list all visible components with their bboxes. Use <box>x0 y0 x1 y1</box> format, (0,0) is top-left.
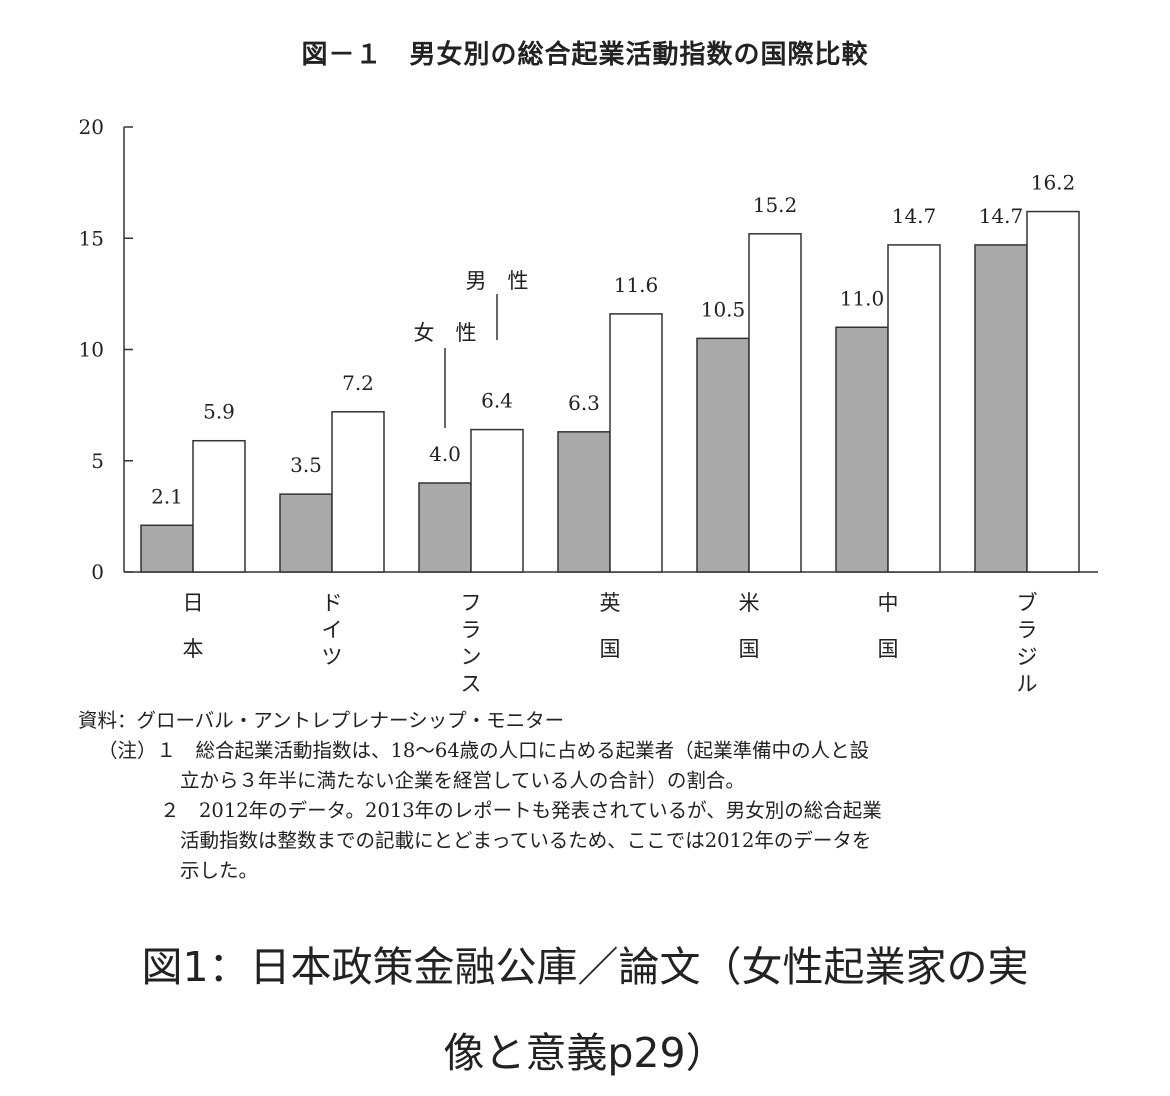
note-2-line-1: ２ 2012年のデータ。2013年のレポートも発表されているが、男女別の総合起業 <box>160 799 882 822</box>
x-category-label: 中 <box>878 591 899 615</box>
note-2-line-2: 活動指数は整数までの記載にとどまっているため、ここでは2012年のデータを <box>180 829 872 852</box>
bar-female <box>557 431 611 573</box>
value-label-male: 15.2 <box>753 193 798 217</box>
bar-female <box>835 326 889 573</box>
bar-female <box>418 482 472 573</box>
legend-label-male: 男 性 <box>466 269 529 293</box>
note-1-line-2: 立から３年半に満たない企業を経営している人の合計）の割合。 <box>180 769 745 792</box>
caption-line-1: 図1：日本政策金融公庫／論文（女性起業家の実 <box>141 943 1029 991</box>
value-label-female: 4.0 <box>429 442 461 466</box>
value-label-male: 11.6 <box>614 273 659 297</box>
x-category-label: イ <box>322 618 343 642</box>
y-tick-label: 15 <box>79 226 104 250</box>
value-label-female: 3.5 <box>290 453 322 477</box>
x-category-label: 日 <box>183 591 204 615</box>
x-category-label: ラ <box>461 618 482 642</box>
legend-callouts: 女 性 男 性 <box>414 269 529 428</box>
caption-line-2: 像と意義p29） <box>443 1029 727 1077</box>
value-label-female: 14.7 <box>979 204 1024 228</box>
bar-male <box>331 411 385 573</box>
bar-male <box>470 428 524 573</box>
bar-chart: 0 5 10 15 20 2.1 5.9 3.5 7.2 4.0 6.4 6.3 11.6 10.5 15… <box>79 115 1098 696</box>
bar-female <box>279 493 333 573</box>
value-label-male: 7.2 <box>342 371 374 395</box>
x-category-label: 国 <box>878 637 899 661</box>
bar-female <box>696 337 750 573</box>
bar-male <box>887 244 941 573</box>
x-category-label: ジ <box>1017 645 1038 669</box>
note-1-line-1: （注）１ 総合起業活動指数は、18～64歳の人口に占める起業者（起業準備中の人と… <box>98 739 870 762</box>
bar-female <box>974 244 1028 573</box>
source-note: 資料：グローバル・アントレプレナーシップ・モニター <box>78 709 565 732</box>
note-2-line-3: 示した。 <box>180 859 259 882</box>
value-label-female: 6.3 <box>568 391 600 415</box>
bar-male <box>609 313 663 573</box>
x-category-label: 英 <box>600 591 621 615</box>
y-tick-label: 20 <box>79 115 104 139</box>
bar-male <box>748 233 802 573</box>
notes-block: 資料：グローバル・アントレプレナーシップ・モニター （注）１ 総合起業活動指数は… <box>78 706 882 886</box>
bar-female <box>140 524 194 573</box>
bars <box>140 210 1080 573</box>
x-category-label: 国 <box>739 637 760 661</box>
value-label-female: 10.5 <box>701 297 746 321</box>
x-category-label: ラ <box>1017 618 1038 642</box>
x-category-label: 本 <box>183 637 204 661</box>
bar-male <box>1026 210 1080 573</box>
value-label-female: 11.0 <box>840 286 885 310</box>
value-label-male: 6.4 <box>481 389 513 413</box>
x-category-label: 米 <box>739 591 760 615</box>
value-label-male: 5.9 <box>203 400 235 424</box>
x-category-label: ド <box>322 591 343 615</box>
x-category-label: フ <box>461 591 482 615</box>
value-label-male: 14.7 <box>892 204 937 228</box>
bar-male <box>192 439 246 573</box>
value-label-female: 2.1 <box>151 484 183 508</box>
x-category-label: ル <box>1017 672 1038 696</box>
legend-label-female: 女 性 <box>414 321 477 345</box>
y-tick-label: 5 <box>91 449 104 473</box>
y-tick-label: 0 <box>91 560 104 584</box>
x-category-label: ス <box>461 672 482 696</box>
value-labels: 2.1 5.9 3.5 7.2 4.0 6.4 6.3 11.6 10.5 15.2 11.0 14.… <box>151 171 1075 509</box>
chart-title: 図－１ 男女別の総合起業活動指数の国際比較 <box>301 40 869 70</box>
x-category-label: ン <box>461 645 482 669</box>
value-label-male: 16.2 <box>1031 171 1076 195</box>
y-tick-label: 10 <box>79 338 104 362</box>
x-category-label: ブ <box>1017 591 1038 615</box>
x-category-label: 国 <box>600 637 621 661</box>
x-category-label: ツ <box>322 645 343 669</box>
figure-caption: 図1：日本政策金融公庫／論文（女性起業家の実 像と意義p29） <box>0 924 1170 1096</box>
